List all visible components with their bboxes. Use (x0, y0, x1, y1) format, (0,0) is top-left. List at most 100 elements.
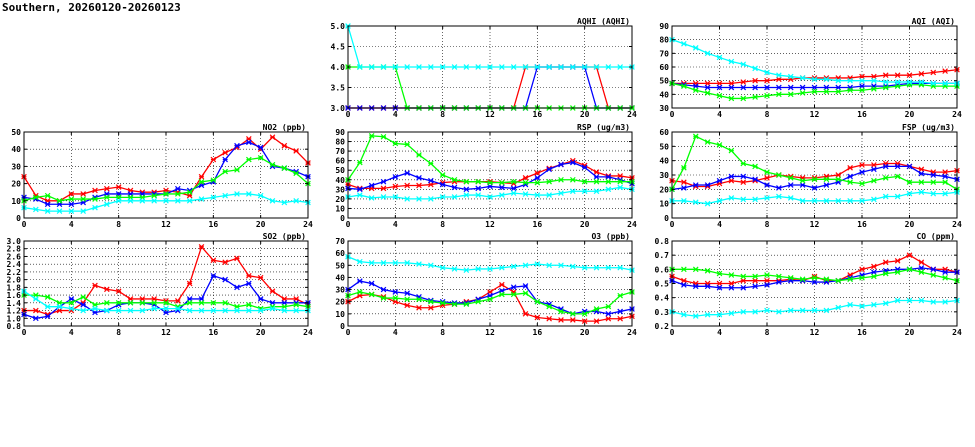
x-tick-label: 0 (346, 110, 351, 119)
data-point (764, 92, 770, 99)
data-point (605, 186, 612, 193)
data-point (522, 290, 529, 297)
data-point (799, 75, 806, 81)
data-point (942, 173, 948, 180)
data-point (80, 191, 86, 197)
data-point (776, 185, 782, 191)
data-point (357, 278, 363, 284)
data-point (752, 163, 758, 170)
data-point (871, 86, 877, 92)
data-point (776, 76, 782, 83)
data-point (293, 301, 299, 308)
x-tick-label: 20 (905, 110, 915, 119)
data-point (787, 175, 794, 181)
y-tick-label: 10 (659, 200, 669, 209)
x-tick-label: 16 (533, 110, 543, 119)
data-point (811, 275, 818, 281)
data-point (811, 88, 818, 95)
data-point (764, 277, 770, 284)
y-tick-label: 70 (335, 237, 345, 246)
data-point (234, 255, 240, 262)
data-point (617, 264, 623, 271)
data-point (716, 92, 723, 99)
data-point (463, 186, 470, 193)
data-point (104, 185, 110, 192)
data-point (151, 305, 157, 312)
data-point (80, 301, 86, 308)
data-point (835, 172, 842, 178)
data-point (246, 191, 252, 197)
data-point (859, 266, 865, 273)
data-point (439, 172, 446, 178)
data-point (787, 91, 794, 98)
data-point (918, 170, 925, 177)
data-point (882, 72, 889, 79)
data-point (882, 79, 889, 85)
data-point (439, 300, 446, 306)
data-point (882, 300, 889, 307)
data-point (894, 173, 901, 180)
x-tick-label: 12 (161, 328, 171, 337)
data-point (605, 311, 612, 317)
data-point (593, 188, 600, 195)
data-point (416, 261, 422, 267)
y-tick-label: 90 (659, 22, 669, 31)
data-point (416, 175, 422, 181)
chart-title: NO2 (ppb) (263, 123, 306, 132)
data-point (357, 64, 363, 70)
data-point (570, 188, 576, 195)
data-point (522, 175, 529, 181)
x-tick-label: 8 (440, 110, 445, 119)
data-point (234, 167, 240, 173)
data-point (692, 283, 699, 290)
data-point (704, 50, 711, 57)
data-point (593, 64, 600, 70)
chart-fsp: 0 4 8 12 16 20 24 0 10 20 30 40 50 60 FSP (ug/m3) (659, 123, 962, 229)
data-point (752, 176, 758, 183)
data-point (198, 299, 205, 306)
data-point (186, 299, 193, 306)
data-point (704, 267, 711, 274)
data-point (681, 311, 687, 318)
data-point (581, 264, 588, 271)
data-point (823, 88, 830, 95)
data-point (380, 185, 387, 192)
x-tick-label: 0 (670, 328, 675, 337)
data-point (605, 303, 612, 310)
data-point (546, 64, 552, 70)
chart-title: SO2 (ppb) (263, 232, 306, 241)
y-tick-label: 0.2 (655, 322, 670, 331)
data-point (246, 307, 252, 314)
data-point (930, 80, 937, 87)
data-point (930, 179, 937, 185)
data-point (451, 176, 458, 183)
data-point (210, 156, 217, 163)
data-point (222, 259, 228, 266)
data-point (404, 196, 410, 202)
data-point (257, 307, 264, 314)
data-point (942, 179, 948, 185)
data-point (463, 301, 470, 307)
data-point (823, 276, 830, 283)
data-point (392, 64, 399, 70)
data-point (823, 182, 830, 188)
data-point (222, 276, 228, 283)
data-point (428, 262, 434, 269)
x-tick-label: 12 (485, 328, 495, 337)
page-title: Southern, 20260120-20260123 (2, 1, 181, 14)
data-point (92, 282, 98, 289)
chart-title: FSP (ug/m3) (902, 123, 955, 132)
y-tick-label: 4.0 (331, 63, 346, 72)
y-tick-label: 20 (11, 180, 21, 189)
data-point (368, 182, 375, 189)
data-point (293, 148, 299, 154)
data-point (942, 275, 948, 281)
data-point (593, 306, 600, 312)
series-4 (669, 36, 960, 87)
data-point (139, 197, 146, 204)
data-point (716, 142, 723, 148)
data-point (92, 305, 98, 312)
data-point (475, 266, 481, 272)
data-point (859, 180, 865, 187)
data-point (246, 139, 252, 146)
